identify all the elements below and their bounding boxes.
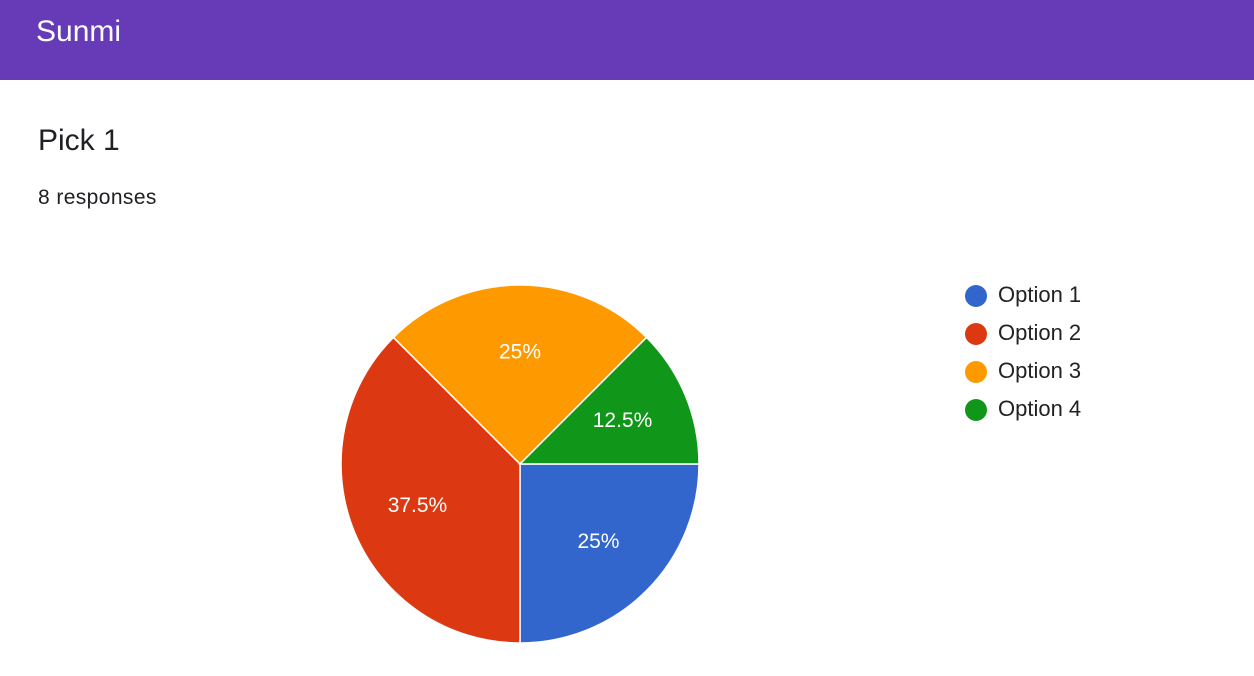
legend-label: Option 1 [998,282,1081,307]
pie-slice [340,336,521,644]
slice-label: 25% [577,530,619,553]
legend-marker [965,361,987,383]
legend-label: Option 4 [998,396,1081,421]
slice-label: 37.5% [388,494,448,517]
legend-marker [965,323,987,345]
legend-marker [965,285,987,307]
slice-label: 25% [499,341,541,364]
form-title: Sunmi [36,15,122,48]
pie-slice [392,284,648,466]
header-bar: Sunmi [0,0,1254,80]
pie-slice [518,336,700,465]
legend-label: Option 2 [998,320,1081,345]
response-count: 8 responses [38,186,157,209]
question-title: Pick 1 [38,124,120,157]
legend-marker [965,399,987,421]
slice-label: 12.5% [593,409,653,432]
legend-label: Option 3 [998,358,1081,383]
pie-slice [519,463,700,644]
